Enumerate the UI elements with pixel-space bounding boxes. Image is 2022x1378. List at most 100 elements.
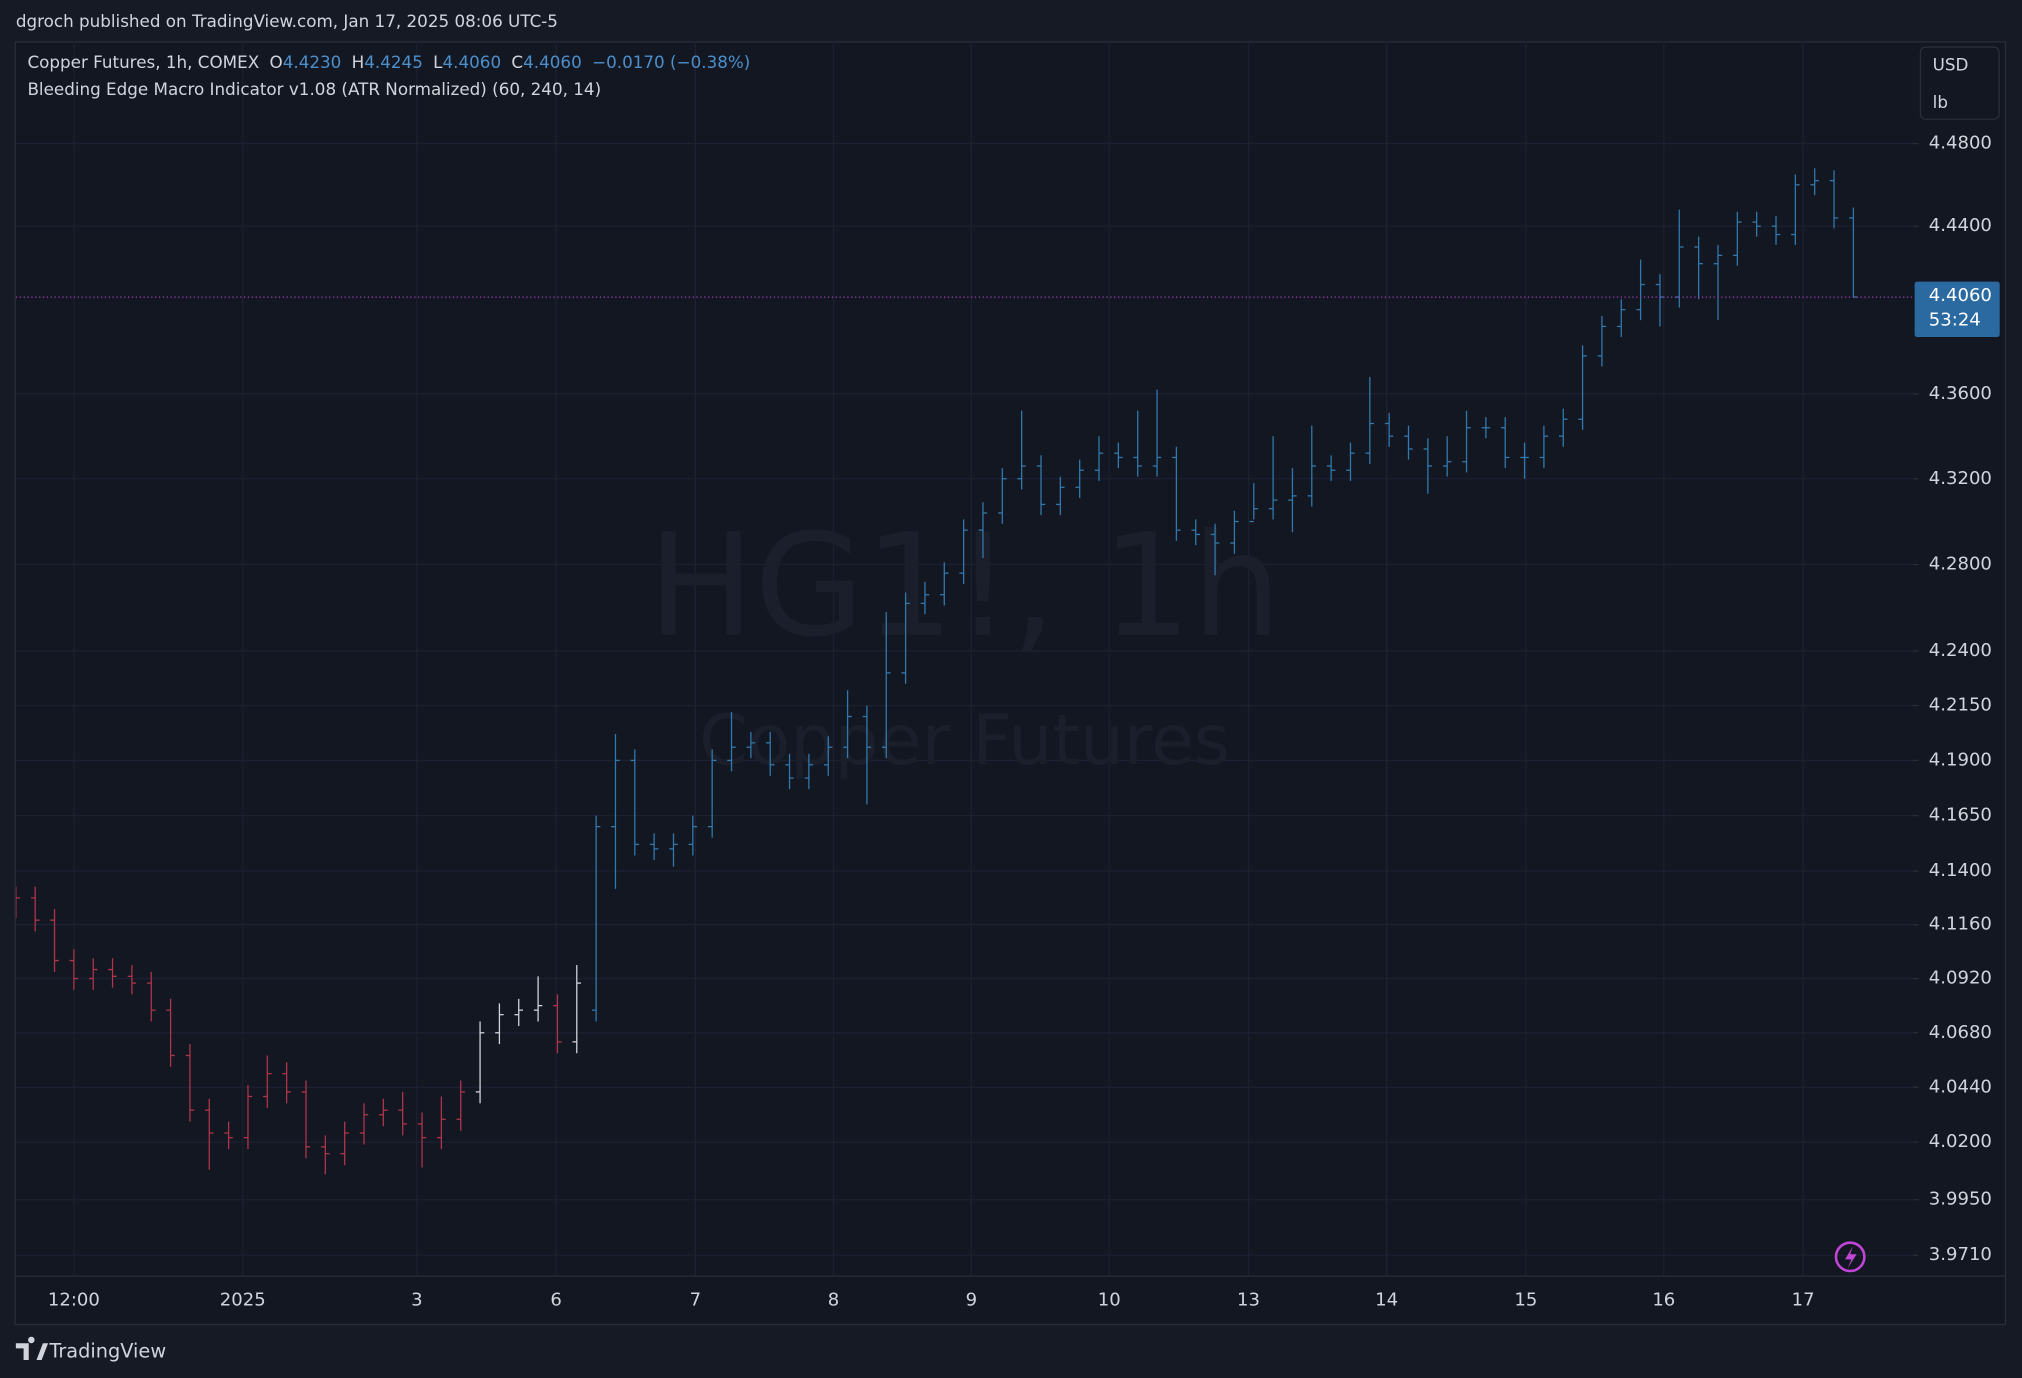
ohlc-bar (15, 886, 21, 918)
ohlc-bar (1481, 417, 1491, 439)
ohlc-bar (1558, 408, 1568, 447)
brand-logo[interactable]: TradingView (15, 1336, 166, 1363)
y-tick-label: 4.4400 (1929, 215, 1992, 236)
ohlc-bar (804, 753, 814, 790)
ohlc-bar (1791, 174, 1800, 245)
y-tick-label: 4.0680 (1929, 1022, 1992, 1043)
unit: lb (1933, 92, 1948, 112)
brand-mark (15, 1336, 49, 1360)
chart-pane (14, 41, 2007, 1326)
x-tick-label: 6 (550, 1290, 561, 1311)
x-tick-label: 8 (828, 1290, 839, 1311)
ohlc-bar (862, 705, 872, 805)
ohlc-bar (88, 958, 98, 990)
x-tick-label: 14 (1375, 1290, 1398, 1311)
ohlc-bar (437, 1096, 446, 1150)
ohlc-bar (920, 581, 930, 615)
y-tick-label: 4.0440 (1929, 1076, 1992, 1097)
ohlc-bar (1404, 425, 1413, 460)
y-tick-label: 3.9710 (1929, 1244, 1992, 1265)
ohlc-bar (185, 1044, 195, 1122)
ohlc-bar (321, 1135, 330, 1175)
ohlc-bar (1268, 436, 1278, 520)
alert-icon[interactable] (1834, 1241, 1866, 1273)
ohlc-bar (572, 965, 582, 1054)
symbol-title: Copper Futures, 1h, COMEX (27, 52, 259, 72)
published-note: dgroch published on TradingView.com, Jan… (16, 11, 558, 31)
x-tick-label: 16 (1652, 1290, 1675, 1311)
ohlc-bar (1462, 410, 1471, 473)
ohlc-bar (765, 731, 775, 776)
x-tick-label: 10 (1098, 1290, 1121, 1311)
ohlc-bar (166, 998, 175, 1067)
indicator-label: Bleeding Edge Macro Indicator v1.08 (ATR… (27, 79, 601, 99)
ohlc-bar (1133, 410, 1142, 477)
y-tick-label: 4.3200 (1929, 468, 1992, 489)
ohlc-bar (146, 971, 156, 1022)
ohlc-bar (901, 592, 910, 684)
ohlc-bar (630, 749, 640, 856)
currency: USD (1933, 55, 1969, 75)
readout-value: 4.4230 (283, 52, 342, 72)
alert-bolt (1845, 1246, 1857, 1269)
readout-key: H (352, 52, 365, 72)
x-tick-label: 3 (411, 1290, 422, 1311)
unit-box[interactable] (1919, 46, 2000, 120)
overlay: 4.4800 4.4400 4.3600 4.3200 4.2800 4.2400 4.21… (15, 133, 2005, 1311)
ohlc-bar (224, 1121, 233, 1150)
x-tick-label: 15 (1514, 1290, 1537, 1311)
ohlc-bar (1114, 442, 1123, 469)
ohlc-bar (1597, 315, 1607, 367)
ohlc-bar (514, 998, 524, 1027)
last-price-box (1914, 281, 2000, 338)
ohlc-bar (1094, 436, 1104, 481)
ohlc-bar (50, 909, 59, 972)
y-tick-label: 4.4800 (1929, 133, 1992, 154)
readout-change: −0.0170 (−0.38%) (592, 52, 750, 72)
ohlc-bar (243, 1085, 253, 1150)
y-tick-label: 4.1400 (1929, 860, 1992, 881)
y-tick-label: 3.9950 (1929, 1189, 1992, 1210)
ohlc-bar (1520, 442, 1529, 479)
ohlc-bar (727, 712, 736, 772)
x-tick-label: 12:00 (48, 1290, 100, 1311)
ohlc-bar (456, 1080, 465, 1131)
ohlc-bar (533, 976, 543, 1022)
ohlc-bar (998, 468, 1007, 524)
ohlc-bar (359, 1103, 369, 1145)
ohlc-bar (340, 1121, 349, 1166)
readout-key: C (511, 52, 523, 72)
watermark: HG1!, 1h Copper Futures (648, 504, 1282, 782)
y-tick-label: 4.2400 (1929, 640, 1992, 661)
brand-name: TradingView (48, 1340, 166, 1363)
ohlc-bar (1326, 455, 1336, 481)
readout-key: L (433, 52, 443, 72)
ohlc-bar (1152, 389, 1162, 477)
y-tick-label: 4.1160 (1929, 914, 1992, 935)
ohlc-bar (417, 1112, 427, 1168)
ohlc-bar (1694, 236, 1703, 300)
y-tick-label: 4.2150 (1929, 695, 1992, 716)
ohlc-bar (882, 612, 891, 759)
readout-value: 4.4060 (443, 52, 502, 72)
ohlc-bar (1210, 523, 1220, 576)
ohlc-bar (301, 1080, 311, 1159)
ohlc-bar (959, 519, 968, 584)
watermark-symbol: HG1!, 1h (648, 504, 1282, 669)
ohlc-bar (1056, 476, 1065, 516)
ohlc-bar (1578, 345, 1587, 430)
y-tick-label: 4.0200 (1929, 1131, 1992, 1152)
readout-value: 4.4245 (364, 52, 423, 72)
ohlc-bar (1036, 455, 1046, 516)
ohlc-bar (1500, 417, 1510, 469)
readout-key: O (270, 52, 283, 72)
ohlc-bar (1307, 425, 1317, 507)
ohlc-bar (688, 815, 698, 856)
ohlc-bar (1365, 376, 1375, 464)
ohlc-bar (1617, 299, 1626, 337)
y-tick-label: 4.1650 (1929, 805, 1992, 826)
ohlc-bar (205, 1098, 214, 1170)
ohlc-bar (1771, 215, 1781, 245)
ohlc-bar (1017, 410, 1026, 490)
